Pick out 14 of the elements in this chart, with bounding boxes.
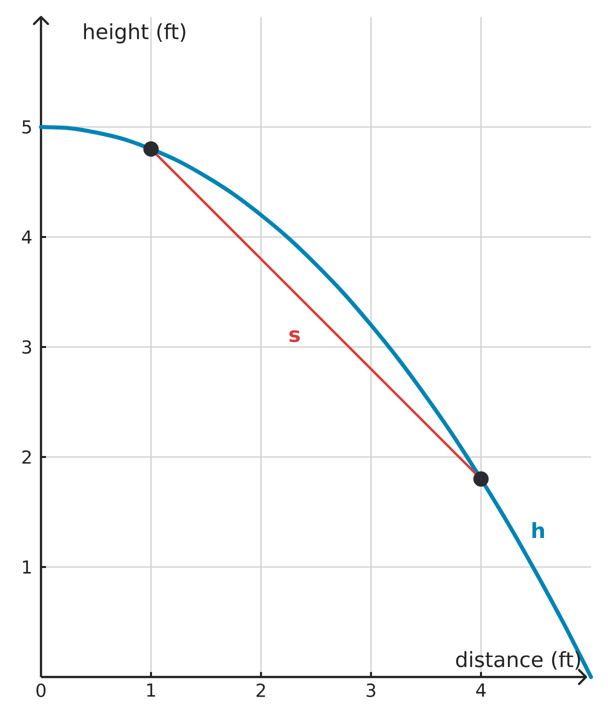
y-tick-label: 2 <box>22 450 31 464</box>
series-label: h <box>532 522 544 538</box>
y-tick-label: 1 <box>23 560 31 574</box>
y-tick-label: 5 <box>22 120 31 134</box>
x-axis-title: distance (ft) <box>456 651 580 670</box>
series-label: s <box>289 330 300 342</box>
x-tick-label: 4 <box>476 684 486 697</box>
x-tick-label: 2 <box>256 684 265 697</box>
y-tick-label: 4 <box>22 230 32 244</box>
y-tick-label: 3 <box>22 340 32 354</box>
x-tick-label: 0 <box>36 684 46 698</box>
x-tick-label: 3 <box>366 684 376 698</box>
x-tick-label: 1 <box>147 684 156 697</box>
y-axis-title: height (ft) <box>84 23 186 44</box>
